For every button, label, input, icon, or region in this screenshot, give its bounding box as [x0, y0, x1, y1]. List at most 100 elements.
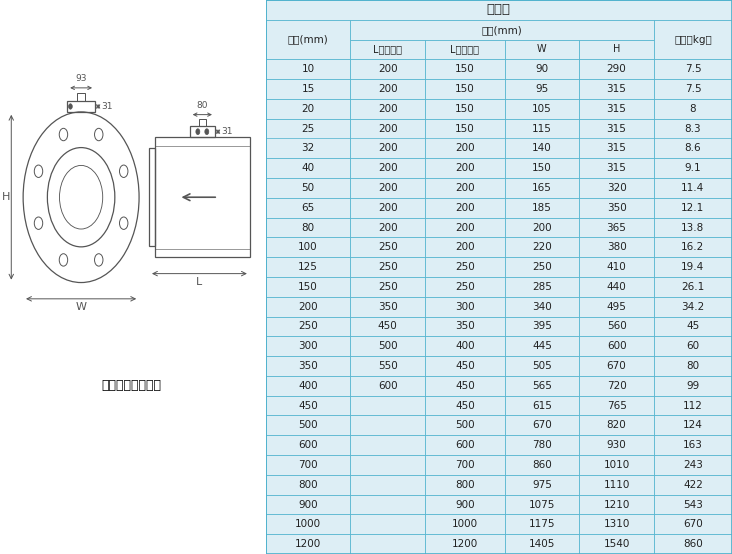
Text: 200: 200 [455, 143, 474, 153]
Bar [425, 238, 504, 257]
Text: 200: 200 [455, 183, 474, 193]
Text: 600: 600 [607, 341, 627, 351]
Text: 1200: 1200 [452, 539, 478, 549]
Text: 900: 900 [298, 500, 318, 510]
Bar [504, 238, 579, 257]
Bar [504, 495, 579, 515]
Bar [504, 515, 579, 534]
Bar [266, 495, 351, 515]
Bar [351, 416, 425, 435]
Text: W: W [75, 302, 86, 312]
Bar [579, 238, 654, 257]
Text: 450: 450 [455, 401, 475, 411]
Bar [654, 356, 732, 376]
Bar [425, 158, 504, 178]
Bar [504, 158, 579, 178]
Text: 20: 20 [302, 104, 315, 114]
Bar [579, 455, 654, 475]
Text: 250: 250 [378, 242, 397, 252]
Bar [351, 396, 425, 416]
Bar [654, 158, 732, 178]
Text: 200: 200 [378, 203, 397, 213]
Bar [425, 138, 504, 158]
Bar [654, 336, 732, 356]
Bar [579, 534, 654, 554]
Bar [654, 277, 732, 297]
Bar [654, 59, 732, 79]
Bar [425, 277, 504, 297]
Text: 80: 80 [687, 361, 700, 371]
Bar [266, 316, 351, 336]
Bar [579, 356, 654, 376]
Text: 1110: 1110 [603, 480, 630, 490]
Text: 600: 600 [298, 440, 318, 450]
Text: 1540: 1540 [603, 539, 630, 549]
Text: 34.2: 34.2 [681, 302, 705, 312]
Bar [579, 376, 654, 396]
Bar [504, 138, 579, 158]
Text: 10: 10 [302, 64, 315, 74]
Text: 分体式: 分体式 [487, 3, 511, 17]
Bar [654, 316, 732, 336]
Text: 150: 150 [455, 64, 475, 74]
Text: 315: 315 [607, 104, 627, 114]
Text: 重量（kg）: 重量（kg） [674, 34, 712, 44]
Bar [425, 198, 504, 218]
Bar [351, 238, 425, 257]
Text: 670: 670 [532, 420, 552, 430]
Bar [654, 178, 732, 198]
Text: 930: 930 [607, 440, 627, 450]
Text: 1200: 1200 [295, 539, 321, 549]
Text: 150: 150 [455, 84, 475, 94]
Text: 315: 315 [607, 84, 627, 94]
Bar [351, 475, 425, 495]
Text: 350: 350 [455, 321, 475, 331]
Text: 8.3: 8.3 [684, 124, 701, 134]
Text: 500: 500 [298, 420, 318, 430]
Bar [266, 119, 351, 138]
Bar [351, 99, 425, 119]
Text: 315: 315 [607, 124, 627, 134]
Text: L: L [196, 277, 203, 287]
Text: 99: 99 [687, 381, 700, 391]
Text: 860: 860 [532, 460, 552, 470]
Text: 1175: 1175 [529, 519, 555, 529]
Text: 320: 320 [607, 183, 627, 193]
Bar [266, 515, 351, 534]
Text: 15: 15 [302, 84, 315, 94]
Bar [266, 475, 351, 495]
Bar [579, 416, 654, 435]
Bar [351, 336, 425, 356]
Bar [425, 39, 504, 59]
Bar [351, 198, 425, 218]
Text: 105: 105 [532, 104, 552, 114]
Text: 150: 150 [532, 163, 552, 173]
Bar [654, 455, 732, 475]
Bar [579, 178, 654, 198]
Bar [266, 356, 351, 376]
Text: 95: 95 [535, 84, 548, 94]
Text: 300: 300 [298, 341, 318, 351]
Bar [67, 101, 95, 112]
Text: 50: 50 [302, 183, 315, 193]
Bar [579, 475, 654, 495]
Bar [266, 158, 351, 178]
Text: 410: 410 [607, 262, 627, 272]
Text: 200: 200 [378, 183, 397, 193]
Text: 505: 505 [532, 361, 552, 371]
Bar [425, 99, 504, 119]
Bar [266, 534, 351, 554]
Bar [425, 376, 504, 396]
Text: 26.1: 26.1 [681, 282, 705, 292]
Text: 560: 560 [607, 321, 627, 331]
Bar [266, 0, 732, 20]
Text: 100: 100 [298, 242, 318, 252]
Text: 150: 150 [298, 282, 318, 292]
Text: 350: 350 [298, 361, 318, 371]
Bar [654, 218, 732, 238]
Text: 32: 32 [302, 143, 315, 153]
Bar [351, 257, 425, 277]
Text: 12.1: 12.1 [681, 203, 705, 213]
Bar [425, 416, 504, 435]
Text: 1000: 1000 [452, 519, 478, 529]
